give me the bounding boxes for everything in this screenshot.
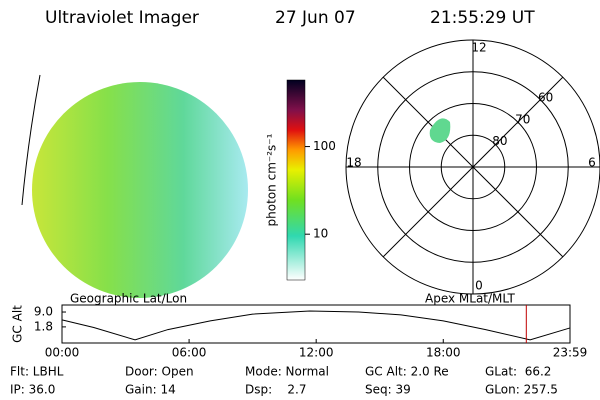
date: 27 Jun 07: [275, 8, 356, 28]
aurora-patch: [429, 118, 451, 143]
info-field: GLon: 257.5: [485, 383, 558, 397]
mlt-label: 18: [346, 156, 361, 170]
y-tick-label: 1.8: [34, 319, 53, 333]
timeline-ylabel: GC Alt: [11, 305, 25, 343]
lat-label: 60: [538, 91, 553, 105]
lat-label: 80: [492, 134, 507, 148]
x-tick-label: 12:00: [299, 346, 334, 360]
instrument: Ultraviolet Imager: [45, 8, 199, 28]
timeline-left-label: Geographic Lat/Lon: [70, 292, 187, 306]
info-field: Flt: LBHL: [10, 365, 64, 379]
info-field: Seq: 39: [365, 383, 411, 397]
colorbar-tick-label: 10: [313, 227, 328, 241]
colorbar-label: photon cm⁻²s⁻¹: [265, 133, 279, 226]
x-tick-label: 00:00: [45, 346, 80, 360]
x-tick-label: 06:00: [172, 346, 207, 360]
info-field: IP: 36.0: [10, 383, 55, 397]
colorbar: [286, 79, 306, 281]
lat-ring: [409, 103, 537, 231]
info-field: Dsp: 2.7: [245, 383, 307, 397]
info-field: Door: Open: [125, 365, 194, 379]
info-field: GLat: 66.2: [485, 365, 551, 379]
earth-image: [32, 82, 248, 298]
mlt-label: 0: [475, 279, 483, 293]
time: 21:55:29 UT: [430, 8, 535, 28]
mlt-label: 6: [588, 156, 596, 170]
terminator-line: [21, 74, 41, 206]
info-field: Mode: Normal: [245, 365, 329, 379]
altitude-line: [61, 310, 571, 341]
timeline-right-label: Apex MLat/MLT: [425, 292, 515, 306]
polar-outer: [345, 39, 600, 295]
x-tick-label: 23:59: [553, 346, 588, 360]
x-tick-label: 18:00: [426, 346, 461, 360]
lat-ring: [377, 71, 569, 263]
colorbar-tick-label: 100: [313, 139, 336, 153]
info-field: Gain: 14: [125, 383, 176, 397]
mlt-label: 12: [471, 41, 486, 55]
polar-grid: [346, 40, 600, 294]
info-field: GC Alt: 2.0 Re: [365, 365, 449, 379]
lat-ring: [440, 134, 506, 200]
lat-label: 70: [515, 112, 530, 126]
y-tick-label: 9.0: [34, 305, 53, 319]
